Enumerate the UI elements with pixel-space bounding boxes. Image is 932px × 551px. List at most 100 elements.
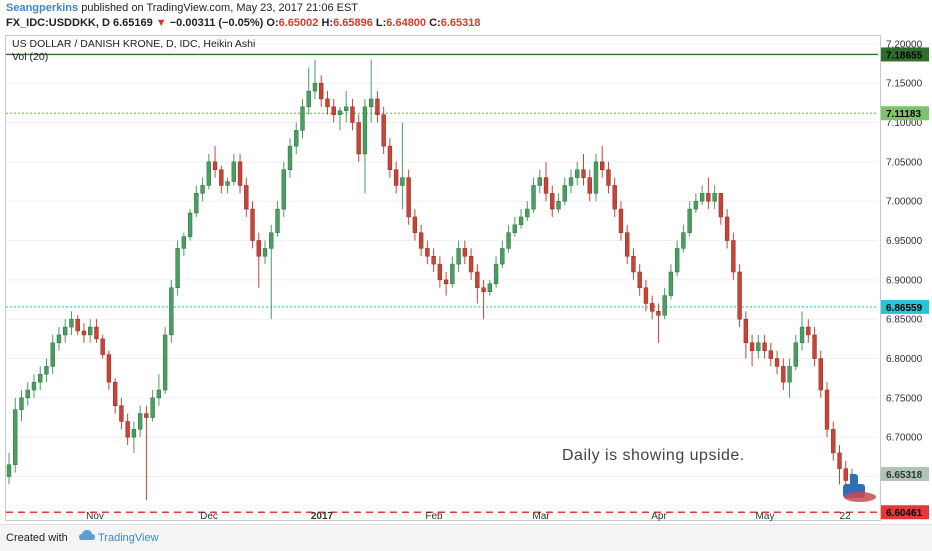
candle-body[interactable] (737, 271, 742, 320)
candle-body[interactable] (244, 185, 249, 210)
candle-body[interactable] (137, 413, 143, 430)
candle-body[interactable] (206, 161, 212, 186)
candle-body[interactable] (100, 338, 105, 355)
candle-body[interactable] (162, 334, 168, 391)
candle-body[interactable] (600, 161, 605, 170)
candle-body[interactable] (19, 397, 24, 410)
candle-body[interactable] (799, 326, 805, 344)
candle-body[interactable] (681, 232, 686, 249)
candle-body[interactable] (843, 468, 848, 481)
candle-body[interactable] (631, 256, 636, 273)
candle-body[interactable] (718, 193, 724, 218)
candle-body[interactable] (793, 342, 798, 367)
candle-body[interactable] (462, 248, 468, 257)
candle-body[interactable] (75, 318, 80, 332)
candle-body[interactable] (150, 397, 155, 418)
candle-body[interactable] (25, 389, 30, 399)
candle-body[interactable] (362, 106, 368, 155)
candle-body[interactable] (287, 145, 293, 170)
candle-body[interactable] (187, 212, 193, 237)
candle-body[interactable] (812, 334, 817, 359)
candle-body[interactable] (231, 161, 236, 182)
candle-body[interactable] (331, 106, 336, 115)
candle-body[interactable] (731, 240, 736, 273)
candle-body[interactable] (119, 405, 124, 422)
candle-body[interactable] (275, 208, 280, 233)
candle-body[interactable] (112, 381, 118, 406)
candle-body[interactable] (487, 283, 493, 292)
candle-body[interactable] (212, 161, 218, 170)
candle-body[interactable] (756, 342, 761, 351)
candle-body[interactable] (131, 429, 137, 438)
candle-body[interactable] (550, 193, 555, 210)
candle-body[interactable] (175, 248, 180, 288)
candle-body[interactable] (537, 177, 542, 186)
candle-body[interactable] (406, 177, 411, 218)
candle-body[interactable] (606, 169, 611, 186)
tradingview-link[interactable]: TradingView (98, 532, 159, 544)
candle-body[interactable] (169, 287, 174, 336)
candle-body[interactable] (269, 232, 274, 249)
candle-body[interactable] (325, 98, 330, 108)
candle-body[interactable] (250, 208, 255, 241)
candle-body[interactable] (443, 279, 449, 285)
candle-body[interactable] (649, 303, 655, 312)
candle-body[interactable] (69, 318, 74, 328)
candle-body[interactable] (381, 114, 386, 147)
author-link[interactable]: Seangperkins (6, 2, 79, 14)
candle-body[interactable] (531, 185, 536, 210)
candle-body[interactable] (693, 200, 699, 210)
candle-body[interactable] (456, 248, 461, 265)
candle-body[interactable] (219, 169, 224, 186)
candle-body[interactable] (368, 98, 374, 108)
candle-body[interactable] (125, 421, 130, 438)
candle-body[interactable] (543, 177, 549, 194)
candle-body[interactable] (319, 82, 324, 100)
candle-body[interactable] (668, 271, 674, 296)
candle-body[interactable] (87, 326, 93, 336)
candle-body[interactable] (281, 169, 286, 210)
candle-body[interactable] (618, 208, 624, 233)
candle-body[interactable] (581, 169, 586, 178)
candle-body[interactable] (712, 193, 717, 202)
candle-body[interactable] (662, 295, 667, 316)
candle-body[interactable] (743, 318, 749, 344)
candle-body[interactable] (412, 216, 418, 233)
candle-body[interactable] (575, 169, 580, 178)
candle-body[interactable] (637, 271, 642, 288)
candle-body[interactable] (831, 429, 836, 454)
candle-body[interactable] (643, 287, 649, 304)
candle-body[interactable] (225, 181, 230, 186)
candle-body[interactable] (774, 358, 780, 367)
candle-body[interactable] (31, 381, 37, 391)
candle-body[interactable] (706, 193, 711, 202)
candle-body[interactable] (787, 366, 792, 383)
candle-body[interactable] (6, 464, 12, 477)
candle-body[interactable] (181, 236, 187, 249)
candle-body[interactable] (337, 110, 343, 115)
candle-body[interactable] (612, 185, 617, 210)
candle-body[interactable] (450, 263, 455, 285)
candle-body[interactable] (781, 366, 786, 383)
candle-body[interactable] (518, 216, 524, 226)
candle-body[interactable] (106, 354, 112, 383)
candle-body[interactable] (94, 326, 99, 340)
candle-body[interactable] (824, 389, 830, 430)
candle-body[interactable] (562, 185, 567, 202)
candle-body[interactable] (256, 240, 261, 257)
candle-body[interactable] (312, 82, 318, 92)
candle-body[interactable] (50, 342, 55, 367)
candle-body[interactable] (81, 330, 87, 336)
candle-body[interactable] (194, 193, 199, 214)
candle-body[interactable] (568, 177, 574, 186)
candle-body[interactable] (500, 248, 505, 265)
candle-body[interactable] (687, 208, 692, 233)
candle-body[interactable] (56, 334, 62, 344)
candle-body[interactable] (556, 200, 561, 210)
candle-body[interactable] (200, 185, 205, 194)
candle-body[interactable] (262, 248, 268, 257)
candle-body[interactable] (512, 224, 517, 233)
candle-body[interactable] (625, 232, 630, 257)
candle-body[interactable] (356, 122, 361, 155)
candle-body[interactable] (768, 350, 774, 359)
